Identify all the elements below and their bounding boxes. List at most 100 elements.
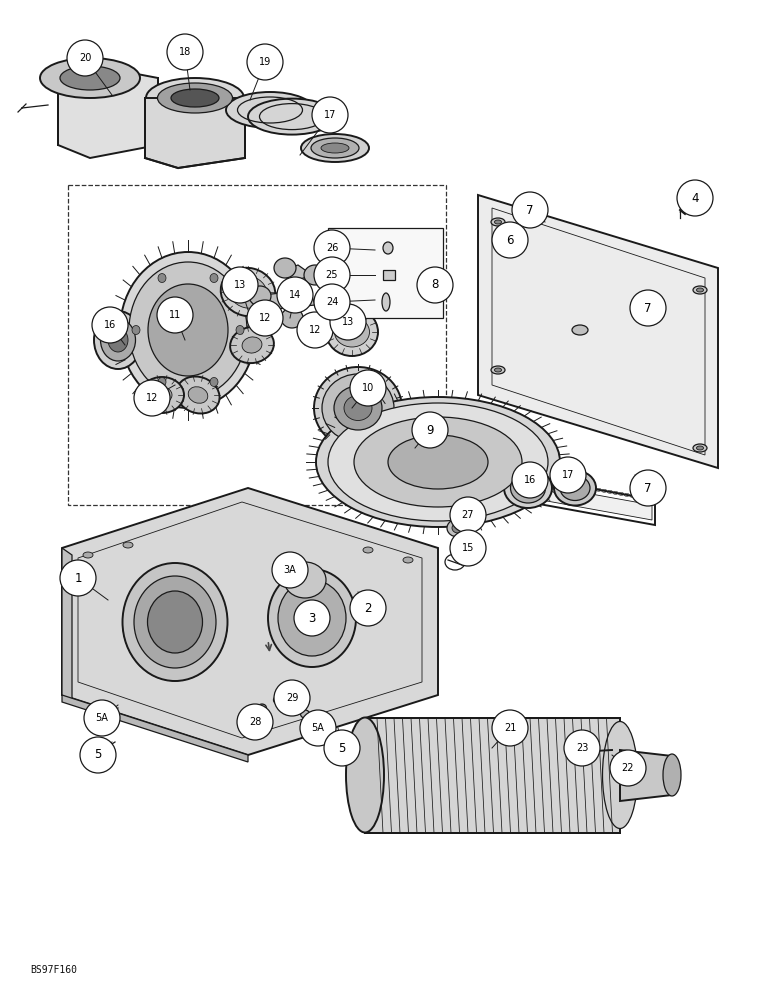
Polygon shape <box>62 548 72 702</box>
Circle shape <box>324 730 360 766</box>
Circle shape <box>630 290 666 326</box>
Text: 19: 19 <box>259 57 271 67</box>
Polygon shape <box>278 265 312 282</box>
Text: 10: 10 <box>362 383 374 393</box>
Circle shape <box>677 180 713 216</box>
Ellipse shape <box>221 268 276 316</box>
Text: 21: 21 <box>504 723 516 733</box>
Polygon shape <box>620 750 672 801</box>
Text: 20: 20 <box>79 53 91 63</box>
Polygon shape <box>62 695 248 762</box>
Ellipse shape <box>321 143 349 153</box>
Ellipse shape <box>210 274 218 283</box>
Ellipse shape <box>177 376 219 414</box>
Circle shape <box>610 750 646 786</box>
Ellipse shape <box>102 713 114 723</box>
Ellipse shape <box>300 710 310 718</box>
Circle shape <box>492 222 528 258</box>
Circle shape <box>312 97 348 133</box>
Ellipse shape <box>602 722 638 828</box>
Text: 7: 7 <box>645 482 652 494</box>
Ellipse shape <box>281 308 303 328</box>
Circle shape <box>492 710 528 746</box>
Text: 2: 2 <box>364 601 372 614</box>
Polygon shape <box>478 195 718 468</box>
Ellipse shape <box>696 446 703 450</box>
Circle shape <box>237 704 273 740</box>
Ellipse shape <box>94 311 142 369</box>
Ellipse shape <box>495 368 502 372</box>
Text: 17: 17 <box>323 110 336 120</box>
Text: 22: 22 <box>621 763 635 773</box>
Ellipse shape <box>313 611 323 625</box>
Circle shape <box>297 312 333 348</box>
Ellipse shape <box>334 386 382 430</box>
Ellipse shape <box>403 557 413 563</box>
Ellipse shape <box>40 58 140 98</box>
Circle shape <box>450 497 486 533</box>
Ellipse shape <box>301 134 369 162</box>
Ellipse shape <box>346 718 384 832</box>
Ellipse shape <box>316 397 560 527</box>
Text: 3: 3 <box>308 611 316 624</box>
Ellipse shape <box>554 471 596 506</box>
Polygon shape <box>58 65 158 158</box>
Ellipse shape <box>560 476 590 500</box>
Ellipse shape <box>334 317 370 347</box>
Ellipse shape <box>693 286 707 294</box>
Circle shape <box>167 34 203 70</box>
Ellipse shape <box>495 220 502 224</box>
Text: 16: 16 <box>524 475 536 485</box>
Ellipse shape <box>147 591 202 653</box>
Circle shape <box>417 267 453 303</box>
Text: 14: 14 <box>289 290 301 300</box>
Text: 17: 17 <box>562 470 574 480</box>
Ellipse shape <box>354 417 522 507</box>
Text: 12: 12 <box>309 325 321 335</box>
Ellipse shape <box>108 328 128 352</box>
Circle shape <box>300 710 336 746</box>
Text: 18: 18 <box>179 47 191 57</box>
Ellipse shape <box>314 367 402 449</box>
Ellipse shape <box>426 276 434 294</box>
Circle shape <box>67 40 103 76</box>
Ellipse shape <box>230 327 274 363</box>
Ellipse shape <box>60 66 120 90</box>
Polygon shape <box>145 98 245 168</box>
Circle shape <box>274 680 310 716</box>
Text: 15: 15 <box>462 543 474 553</box>
Circle shape <box>222 267 258 303</box>
Text: 5A: 5A <box>312 723 324 733</box>
Ellipse shape <box>258 704 266 712</box>
Text: 23: 23 <box>576 743 588 753</box>
Ellipse shape <box>363 547 373 553</box>
Polygon shape <box>262 290 315 310</box>
Ellipse shape <box>100 319 136 361</box>
Ellipse shape <box>242 337 262 353</box>
Ellipse shape <box>504 468 552 508</box>
Polygon shape <box>62 488 438 755</box>
Ellipse shape <box>226 92 314 128</box>
Circle shape <box>512 462 548 498</box>
Ellipse shape <box>284 562 326 598</box>
Circle shape <box>450 530 486 566</box>
Ellipse shape <box>326 308 378 356</box>
Text: 7: 7 <box>527 204 533 217</box>
Text: 13: 13 <box>234 280 246 290</box>
Ellipse shape <box>571 743 579 757</box>
Bar <box>68 185 446 505</box>
Ellipse shape <box>510 473 546 503</box>
Circle shape <box>294 600 330 636</box>
Text: 4: 4 <box>691 192 699 205</box>
Text: 12: 12 <box>146 393 158 403</box>
Circle shape <box>564 730 600 766</box>
Ellipse shape <box>388 435 488 489</box>
Ellipse shape <box>152 387 172 403</box>
Ellipse shape <box>268 569 356 667</box>
Ellipse shape <box>146 78 244 118</box>
Text: 8: 8 <box>432 278 438 292</box>
Bar <box>383 270 395 280</box>
Ellipse shape <box>248 99 336 135</box>
Ellipse shape <box>572 325 588 335</box>
Text: 16: 16 <box>104 320 116 330</box>
